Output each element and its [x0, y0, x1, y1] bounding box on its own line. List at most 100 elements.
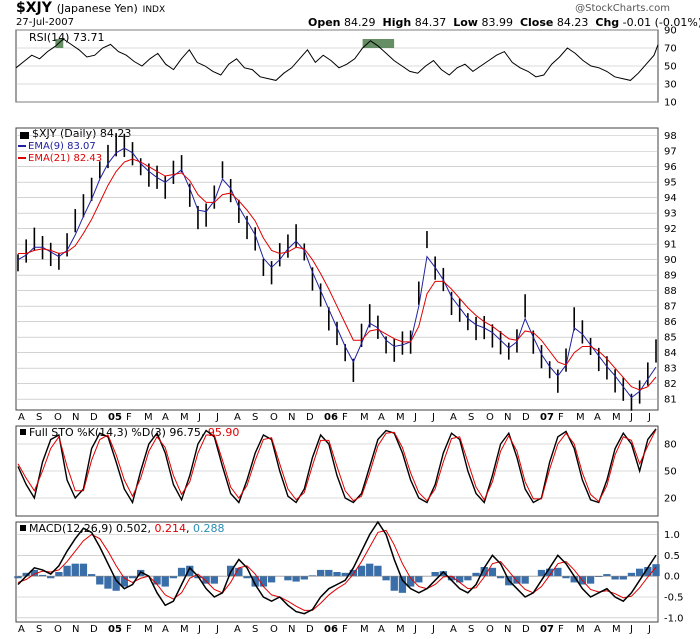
x-tick-label: A [18, 624, 25, 635]
open-value: 84.29 [344, 16, 376, 29]
x-tick-label: N [288, 412, 295, 423]
x-tick-label: S [468, 412, 474, 423]
ema21-legend: EMA(21) 82.43 [28, 153, 102, 164]
price-tick-label: 87 [664, 302, 677, 313]
macd-histogram-bar [161, 576, 169, 587]
x-tick-label: D [90, 624, 98, 635]
x-tick-label: M [180, 412, 189, 423]
x-tick-label: J [197, 624, 201, 635]
x-tick-label: M [396, 412, 405, 423]
x-tick-label: M [360, 624, 369, 635]
macd-histogram-bar [47, 576, 55, 579]
macd-histogram-bar [87, 574, 96, 577]
macd-histogram-bar [63, 565, 71, 577]
macd-histogram-bar [292, 576, 300, 582]
macd-histogram-bar [177, 567, 186, 577]
chg-value: -0.01 (-0.01%) [622, 16, 700, 29]
x-tick-label: O [270, 412, 278, 423]
macd-histogram-bar [390, 576, 398, 591]
x-tick-label: M [180, 624, 189, 635]
macd-histogram-bar [415, 576, 423, 583]
macd-histogram-bar [79, 563, 88, 577]
rsi-tick-label: 10 [664, 98, 677, 109]
stochastic-legend-swatch [20, 429, 26, 435]
macd-histogram-bar [464, 576, 472, 581]
macd-histogram-bar [38, 574, 47, 577]
rsi-tick-label: 30 [664, 80, 677, 91]
macd-histogram-bar [546, 568, 554, 577]
x-tick-label: F [126, 412, 132, 423]
price-tick-label: 89 [664, 271, 677, 282]
macd-histogram-bar [521, 576, 529, 584]
macd-histogram-bar [284, 576, 292, 581]
x-tick-label: S [252, 624, 258, 635]
close-label: Close [519, 16, 554, 29]
macd-histogram-bar [14, 576, 22, 579]
macd-histogram-bar [112, 576, 120, 591]
x-tick-label: 05 [108, 412, 122, 423]
macd-histogram-bar [210, 576, 218, 584]
stochastic-title: Full STO %K(14,3) %D(3) [29, 426, 169, 439]
macd-tick-label: -0.5 [664, 593, 684, 604]
price-tick-label: 90 [664, 255, 677, 266]
low-value: 83.99 [481, 16, 513, 29]
x-tick-label: J [647, 624, 651, 635]
rsi-overbought-fill [362, 39, 395, 48]
macd-histogram-bar [488, 567, 497, 577]
symbol: $XJY [16, 0, 52, 16]
macd-label: MACD(12,26,9) 0.502, 0.214, 0.288 [29, 522, 225, 535]
macd-histogram-bar [595, 576, 603, 577]
macd-tick-label: -1.0 [664, 613, 684, 624]
price-tick-label: 98 [664, 131, 677, 142]
ema9-legend: EMA(9) 83.07 [28, 141, 96, 152]
x-tick-label: F [558, 624, 564, 635]
price-tick-label: 84 [664, 348, 677, 359]
x-tick-label: J [413, 412, 417, 423]
x-tick-label: A [234, 412, 241, 423]
x-tick-label: O [486, 624, 494, 635]
macd-histogram-bar [202, 576, 210, 584]
macd-histogram-bar [235, 567, 243, 577]
macd-separator-2: , [186, 522, 193, 535]
chg-label: Chg [595, 16, 620, 29]
x-tick-label: F [342, 412, 348, 423]
high-value: 84.37 [414, 16, 447, 29]
x-tick-label: J [215, 412, 219, 423]
chart-date: 27-Jul-2007 [16, 17, 75, 28]
rsi-line [15, 38, 659, 81]
x-tick-label: M [144, 412, 153, 423]
rsi-overbought-fill [55, 39, 64, 48]
x-tick-label: M [144, 624, 153, 635]
x-tick-label: 06 [324, 412, 338, 423]
x-tick-label: A [594, 412, 601, 423]
macd-histogram-bar [382, 576, 390, 581]
chart-symbol: $XJY (Japanese Yen) INDX [16, 0, 165, 16]
low-label: Low [453, 16, 478, 29]
macd-histogram-bar [104, 576, 112, 589]
macd-histogram-bar [374, 565, 382, 577]
macd-histogram-bar [619, 576, 627, 580]
price-title: $XJY (Daily) 84.23 [32, 127, 131, 140]
macd-histogram-bar [537, 569, 546, 577]
macd-tick-label: 0.0 [664, 572, 680, 583]
macd-title: MACD(12,26,9) [29, 522, 116, 535]
x-tick-label: O [270, 624, 278, 635]
close-value: 84.23 [556, 16, 589, 29]
macd-histogram-bar [611, 576, 619, 580]
open-label: Open [308, 16, 341, 29]
brand-link[interactable]: @StockCharts.com [575, 3, 670, 14]
x-tick-label: O [54, 624, 62, 635]
macd-histogram-bar [153, 576, 161, 585]
x-tick-label: N [504, 412, 511, 423]
price-tick-label: 86 [664, 317, 677, 328]
x-tick-label: 06 [324, 624, 338, 635]
macd-value: 0.502 [116, 522, 148, 535]
x-tick-label: D [306, 624, 314, 635]
macd-histogram-bar [22, 572, 30, 577]
price-tick-label: 95 [664, 178, 677, 189]
x-tick-label: M [576, 624, 585, 635]
macd-histogram-bar [259, 576, 268, 587]
stochastic-tick-label: 80 [664, 440, 677, 451]
macd-tick-label: 0.5 [664, 551, 680, 562]
macd-histogram-bar [570, 576, 578, 583]
